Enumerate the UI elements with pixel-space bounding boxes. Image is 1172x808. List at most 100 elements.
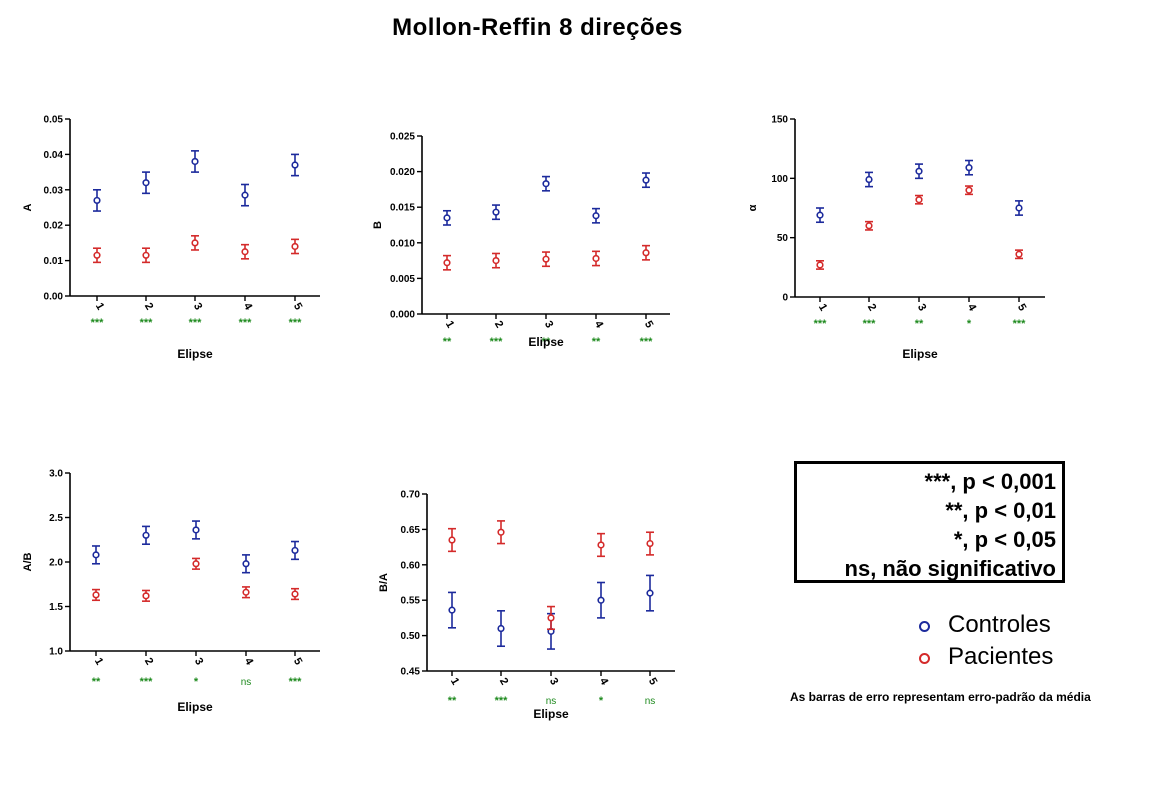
data-point xyxy=(192,560,200,568)
significance-marker: *** xyxy=(495,695,509,707)
y-tick-label: 0.01 xyxy=(44,256,64,267)
significance-marker: ns xyxy=(241,677,252,688)
significance-marker: *** xyxy=(863,318,877,330)
x-tick-label: 4 xyxy=(965,302,979,314)
x-tick-label: 4 xyxy=(597,676,611,688)
significance-marker: *** xyxy=(814,318,828,330)
data-point xyxy=(915,196,923,204)
x-tick-label: 5 xyxy=(646,676,659,687)
significance-marker: ns xyxy=(546,696,557,707)
data-point xyxy=(547,614,555,622)
significance-line: ns, não significativo xyxy=(844,556,1056,581)
x-tick-label: 3 xyxy=(542,319,555,330)
page-title: Mollon-Reffin 8 direções xyxy=(392,14,683,41)
x-tick-label: 3 xyxy=(547,676,560,687)
data-point xyxy=(646,539,654,548)
significance-marker: *** xyxy=(1013,318,1027,330)
data-point xyxy=(448,606,456,614)
x-tick-label: 1 xyxy=(93,301,106,312)
significance-marker: *** xyxy=(91,317,105,329)
significance-marker: ** xyxy=(92,676,101,688)
y-tick-label: 2.0 xyxy=(49,558,63,569)
data-point xyxy=(497,528,505,536)
significance-marker: * xyxy=(599,695,604,707)
x-axis-title: Elipse xyxy=(902,347,938,361)
significance-marker: * xyxy=(967,318,972,330)
legend-label: Pacientes xyxy=(948,643,1054,670)
y-tick-label: 0.65 xyxy=(401,525,421,536)
significance-marker: *** xyxy=(140,317,154,329)
x-tick-label: 4 xyxy=(241,301,255,313)
x-tick-label: 3 xyxy=(192,656,205,667)
data-point xyxy=(142,179,150,187)
data-point xyxy=(642,249,650,257)
y-tick-label: 0 xyxy=(782,293,788,304)
x-tick-label: 5 xyxy=(1015,302,1028,313)
y-tick-label: 0.04 xyxy=(44,150,64,161)
data-point xyxy=(597,541,605,549)
significance-marker: ** xyxy=(443,336,452,348)
significance-marker: *** xyxy=(289,676,303,688)
data-point xyxy=(542,255,550,263)
data-point xyxy=(443,259,451,267)
data-point xyxy=(242,560,250,568)
data-point xyxy=(592,254,600,263)
circle-marker-icon xyxy=(919,653,930,664)
x-axis-title: Elipse xyxy=(177,347,213,361)
data-point xyxy=(291,161,299,169)
data-point xyxy=(93,196,101,205)
significance-line: *, p < 0,05 xyxy=(953,527,1056,552)
y-tick-label: 0.55 xyxy=(401,596,421,607)
data-point xyxy=(443,214,451,222)
significance-marker: *** xyxy=(189,317,203,329)
significance-marker: * xyxy=(194,676,199,688)
data-point xyxy=(291,546,299,555)
y-tick-label: 0.010 xyxy=(390,238,415,249)
y-tick-label: 0.000 xyxy=(390,310,415,321)
data-point xyxy=(1015,204,1023,212)
y-tick-label: 0.05 xyxy=(44,115,64,126)
data-point xyxy=(597,596,605,604)
data-point xyxy=(642,176,650,184)
data-point xyxy=(241,248,249,256)
data-point xyxy=(865,222,873,230)
data-point xyxy=(291,242,299,251)
significance-marker: ns xyxy=(645,696,656,707)
significance-marker: *** xyxy=(640,336,654,348)
x-tick-label: 1 xyxy=(448,676,461,687)
x-tick-label: 4 xyxy=(592,319,606,331)
y-tick-label: 1.0 xyxy=(49,647,63,658)
y-tick-label: 0.60 xyxy=(401,560,421,571)
y-tick-label: 0.50 xyxy=(401,631,421,642)
significance-marker: ** xyxy=(915,318,924,330)
x-tick-label: 2 xyxy=(142,301,155,312)
y-axis-title: A/B xyxy=(22,552,34,571)
x-tick-label: 2 xyxy=(492,319,505,330)
y-axis-title: B/A xyxy=(378,573,390,592)
y-tick-label: 0.02 xyxy=(44,221,64,232)
x-tick-label: 2 xyxy=(865,302,878,313)
circle-marker-icon xyxy=(919,621,930,632)
y-tick-label: 0.025 xyxy=(390,132,415,143)
data-point xyxy=(965,164,973,172)
data-point xyxy=(142,531,150,539)
y-tick-label: 0.015 xyxy=(390,203,415,214)
x-tick-label: 1 xyxy=(92,656,105,667)
data-point xyxy=(291,590,299,598)
x-tick-label: 1 xyxy=(443,319,456,330)
significance-marker: ** xyxy=(592,336,601,348)
y-tick-label: 0.00 xyxy=(44,292,64,303)
data-point xyxy=(93,251,101,259)
data-point xyxy=(242,588,250,596)
data-point xyxy=(492,257,500,265)
data-point xyxy=(142,251,150,259)
x-tick-label: 5 xyxy=(291,301,304,312)
significance-marker: ** xyxy=(542,336,551,348)
data-point xyxy=(1015,250,1023,258)
y-tick-label: 100 xyxy=(771,174,788,185)
data-point xyxy=(191,157,199,166)
data-point xyxy=(191,239,199,247)
y-tick-label: 3.0 xyxy=(49,469,63,480)
legend-label: Controles xyxy=(948,611,1051,638)
